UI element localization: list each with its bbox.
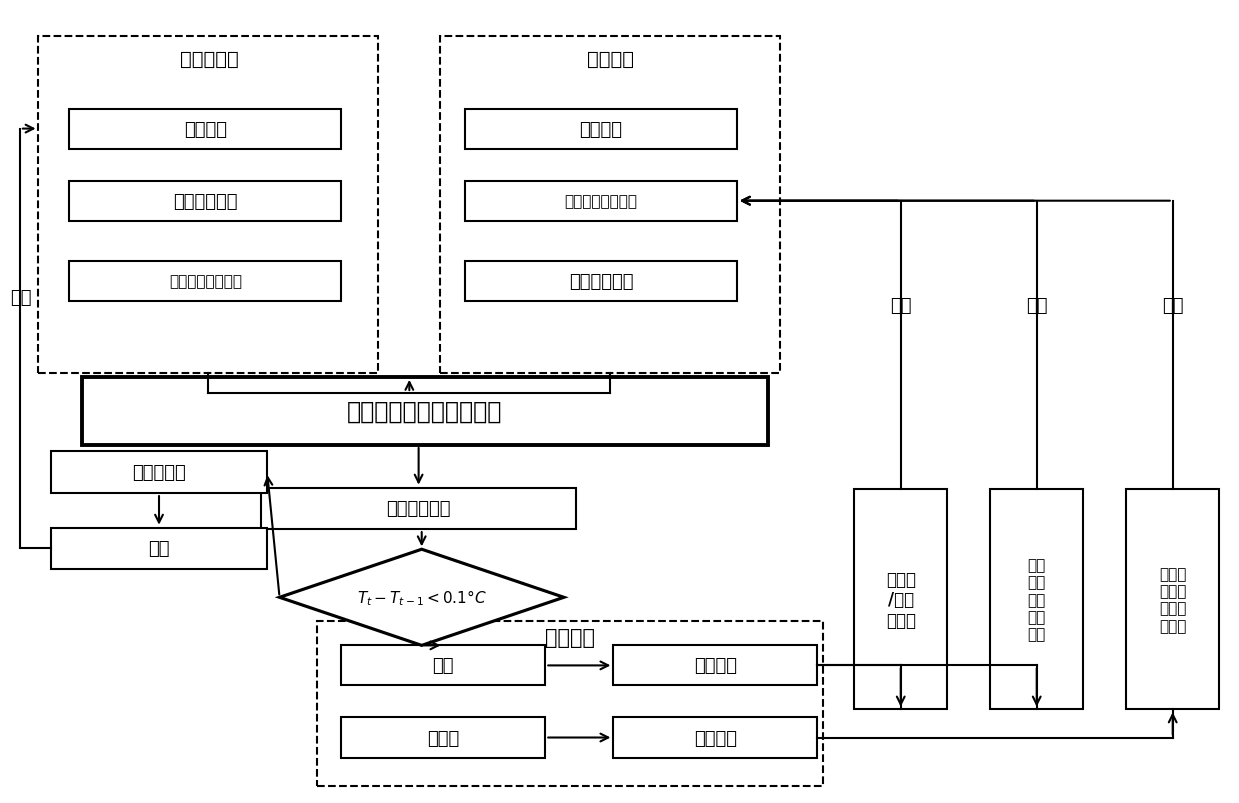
- Bar: [342, 718, 545, 757]
- Text: 接触热阻: 接触热阻: [183, 120, 227, 138]
- Text: 计算结果: 计算结果: [545, 628, 595, 647]
- Text: 定位预紧: 定位预紧: [694, 728, 737, 747]
- Text: 结束: 结束: [149, 540, 170, 558]
- Bar: [51, 452, 268, 494]
- Text: 滚动功能部件生热: 滚动功能部件生热: [565, 194, 637, 209]
- Bar: [342, 646, 545, 686]
- Bar: [38, 38, 378, 373]
- Bar: [855, 490, 947, 710]
- Text: 轴承几
何参数
和预紧
力变化: 轴承几 何参数 和预紧 力变化: [1158, 566, 1187, 633]
- Bar: [82, 377, 768, 446]
- Text: 绘制温曲线: 绘制温曲线: [133, 463, 186, 482]
- Bar: [465, 262, 737, 301]
- Text: $T_t - T_{t-1} < 0.1°C$: $T_t - T_{t-1} < 0.1°C$: [357, 588, 487, 607]
- Bar: [317, 622, 824, 785]
- Text: 修正: 修正: [10, 288, 32, 307]
- Text: 修正: 修正: [1027, 296, 1048, 315]
- Bar: [465, 109, 737, 149]
- Text: 轴承
几何
结构
参数
变化: 轴承 几何 结构 参数 变化: [1027, 557, 1046, 642]
- Bar: [465, 181, 737, 222]
- Text: 润滑油
/脂粘
温效应: 润滑油 /脂粘 温效应: [886, 570, 916, 630]
- Text: 修正: 修正: [891, 296, 912, 315]
- Bar: [261, 488, 576, 529]
- Bar: [440, 38, 781, 373]
- Text: 振荡热管换热系数: 振荡热管换热系数: [169, 274, 242, 289]
- Bar: [51, 528, 268, 569]
- Bar: [69, 262, 342, 301]
- Text: 定压预紧: 定压预紧: [694, 657, 737, 675]
- Text: 温升: 温升: [432, 657, 453, 675]
- Text: 对流换热系数: 对流换热系数: [173, 193, 238, 210]
- Text: 电机生热: 电机生热: [580, 120, 622, 138]
- Text: 热边界条件: 热边界条件: [180, 50, 238, 68]
- Bar: [613, 718, 818, 757]
- Bar: [990, 490, 1083, 710]
- Text: 热源载荷: 热源载荷: [587, 50, 634, 68]
- Text: 特征点温度值: 特征点温度值: [387, 499, 451, 518]
- Text: 修正: 修正: [1162, 296, 1184, 315]
- Text: 热变形: 热变形: [427, 728, 460, 747]
- Bar: [69, 181, 342, 222]
- Text: 高速电主轴系统分析模型: 高速电主轴系统分析模型: [347, 400, 503, 423]
- Text: 环境温度变化: 环境温度变化: [569, 272, 633, 291]
- Bar: [69, 109, 342, 149]
- Bar: [613, 646, 818, 686]
- Polygon shape: [280, 549, 564, 646]
- Bar: [1126, 490, 1219, 710]
